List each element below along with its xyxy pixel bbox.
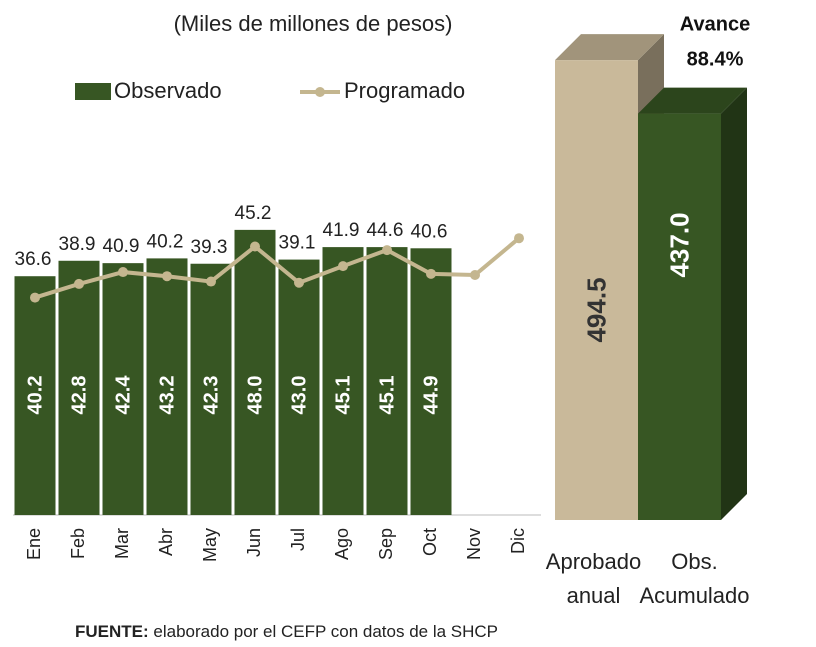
bar: [190, 263, 232, 515]
bar: [14, 276, 56, 515]
line-point: [426, 268, 436, 279]
line-point: [250, 241, 260, 252]
chart-subtitle: (Miles de millones de pesos): [174, 11, 453, 36]
bar: [58, 260, 100, 515]
bar-value-label: 494.5: [581, 277, 611, 342]
x-tick-label: Feb: [68, 528, 88, 559]
annotation-value: 88.4%: [687, 48, 744, 70]
bar: [410, 248, 452, 515]
bar-value-label: 45.1: [332, 376, 354, 415]
bar: [638, 113, 721, 520]
x-tick-label: Jul: [288, 528, 308, 551]
x-tick-label: Obs. Acumulado: [639, 549, 750, 608]
bar-top: [638, 87, 747, 114]
x-tick-label: Ago: [332, 528, 352, 560]
bar-value-label: 42.4: [112, 375, 134, 415]
data-label: 40.9: [103, 236, 140, 257]
line-point: [206, 276, 216, 287]
source-text: elaborado por el CEFP con datos de la SH…: [153, 622, 499, 641]
x-tick-label: Mar: [112, 528, 132, 559]
line-point: [338, 261, 348, 272]
line-point: [74, 278, 84, 289]
bar-top: [555, 34, 664, 61]
legend-label: Observado: [114, 78, 222, 103]
x-tick-label: Abr: [156, 528, 176, 556]
bar: [234, 229, 276, 515]
data-label: 41.9: [323, 220, 360, 241]
bar-side: [721, 87, 747, 520]
x-tick-label: Sep: [376, 528, 396, 560]
x-tick-label: Oct: [420, 528, 440, 556]
bar-value-label: 44.9: [420, 376, 442, 415]
line-point: [470, 270, 480, 281]
bar: [322, 247, 364, 515]
data-label: 40.6: [411, 221, 448, 242]
annotation: Avance: [680, 13, 750, 35]
source-label: FUENTE:: [75, 622, 149, 641]
x-tick-label: Ene: [24, 528, 44, 560]
line-point: [30, 292, 40, 303]
bar: [366, 247, 408, 515]
data-label: 38.9: [59, 234, 96, 255]
x-tick-label: May: [200, 528, 220, 562]
bar-value-label: 45.1: [376, 376, 398, 415]
x-tick-label: Aprobado anual: [545, 549, 642, 608]
data-label: 39.3: [191, 237, 228, 258]
data-label: 45.2: [235, 203, 272, 224]
line: [34, 236, 521, 300]
line-point: [294, 277, 304, 288]
footer: FUENTE: elaborado por el CEFP con datos …: [75, 622, 498, 642]
line-point: [162, 271, 172, 282]
data-label: 40.2: [147, 231, 184, 252]
data-label: 36.6: [15, 249, 52, 270]
line-point: [514, 233, 524, 244]
bar-value-label: 48.0: [244, 376, 266, 415]
x-tick-label: Nov: [464, 528, 484, 560]
bar-value-label: 43.0: [288, 376, 310, 415]
bar-value-label: 42.3: [200, 376, 222, 415]
line-point: [382, 245, 392, 256]
x-tick-label: Jun: [244, 528, 264, 557]
legend-swatch: [75, 83, 111, 100]
bar-value-label: 42.8: [68, 376, 90, 415]
x-tick-label: Dic: [508, 528, 528, 554]
legend-label: Programado: [344, 78, 465, 103]
bar-value-label: 43.2: [156, 376, 178, 415]
bar-value-label: 40.2: [24, 376, 46, 415]
data-label: 44.6: [367, 220, 404, 241]
data-label: 39.1: [279, 233, 316, 254]
bar-value-label: 437.0: [664, 212, 694, 277]
bar: [278, 259, 320, 515]
bar: [555, 60, 638, 521]
bar: [146, 258, 188, 515]
line-point: [118, 267, 128, 278]
bar: [102, 263, 144, 515]
legend-swatch: [315, 87, 325, 97]
